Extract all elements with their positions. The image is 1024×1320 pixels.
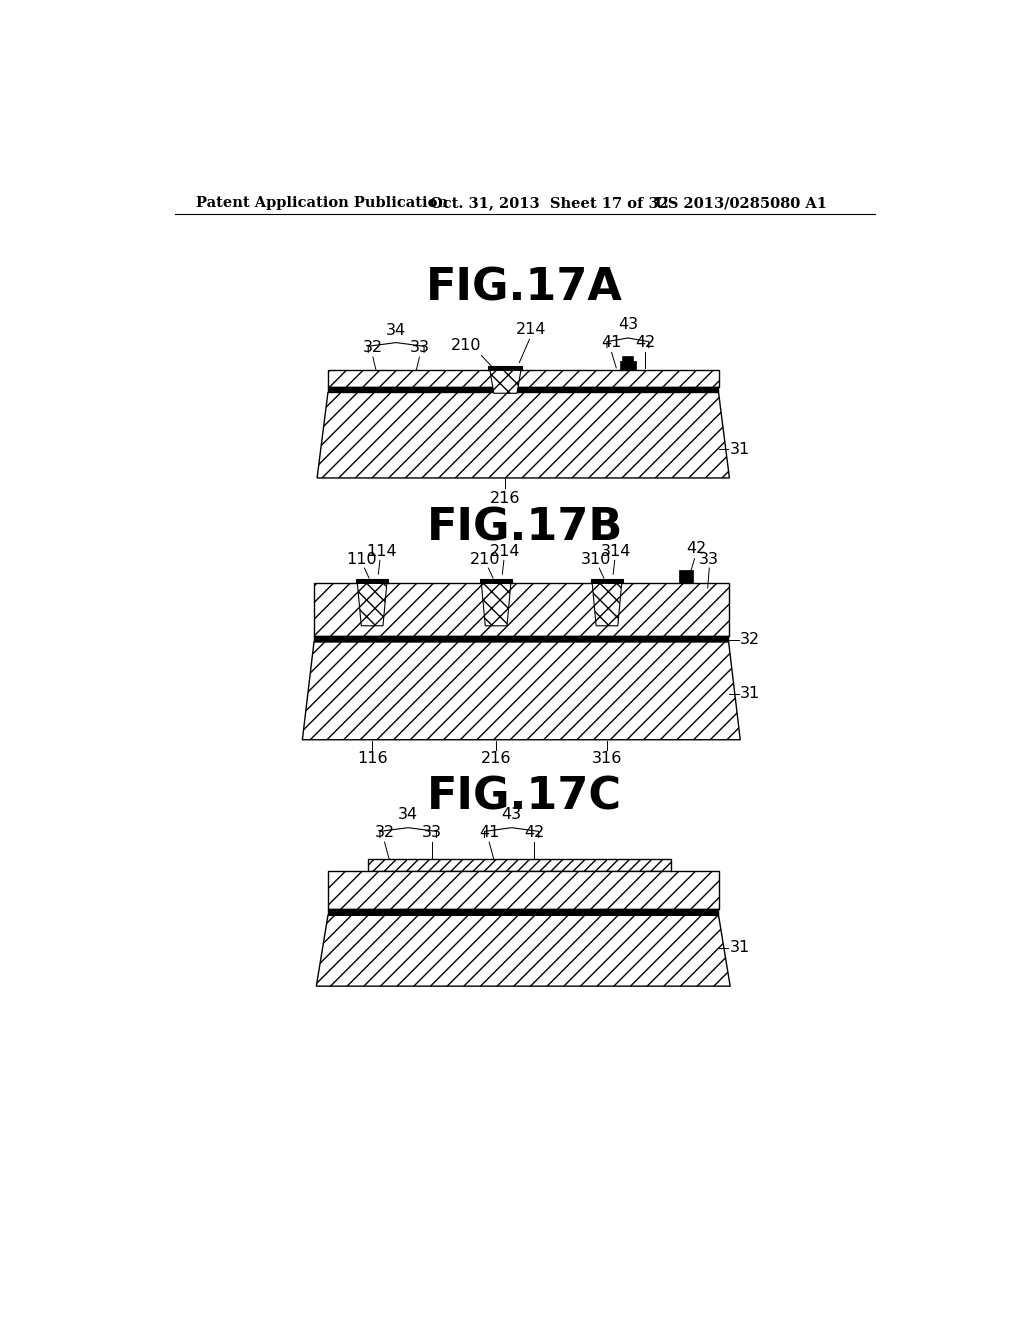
Text: FIG.17A: FIG.17A: [426, 267, 624, 309]
Bar: [621, 360, 636, 370]
Text: 33: 33: [410, 339, 429, 355]
Text: 314: 314: [601, 544, 632, 558]
Bar: [591, 578, 624, 583]
Text: 32: 32: [740, 632, 761, 647]
Text: 31: 31: [740, 686, 761, 701]
Polygon shape: [481, 583, 511, 626]
Text: Oct. 31, 2013  Sheet 17 of 32: Oct. 31, 2013 Sheet 17 of 32: [430, 197, 669, 210]
Text: 214: 214: [516, 322, 546, 337]
Text: FIG.17B: FIG.17B: [427, 507, 623, 549]
Text: 116: 116: [356, 751, 387, 767]
Bar: [328, 387, 719, 392]
Bar: [679, 576, 693, 583]
Polygon shape: [357, 583, 387, 626]
Polygon shape: [592, 583, 622, 626]
Bar: [328, 909, 719, 915]
Polygon shape: [489, 370, 521, 393]
Text: 214: 214: [490, 544, 520, 558]
Text: 42: 42: [687, 541, 707, 556]
Bar: [623, 356, 633, 363]
Polygon shape: [316, 915, 730, 986]
Bar: [480, 578, 512, 583]
Bar: [488, 366, 522, 370]
Text: 42: 42: [524, 825, 544, 840]
Text: 110: 110: [346, 552, 377, 566]
Bar: [369, 859, 671, 871]
Text: 114: 114: [367, 544, 396, 558]
Text: 210: 210: [451, 338, 481, 354]
Text: 210: 210: [470, 552, 501, 566]
Text: Patent Application Publication: Patent Application Publication: [197, 197, 449, 210]
Bar: [328, 370, 719, 387]
Text: 32: 32: [362, 339, 383, 355]
Polygon shape: [317, 392, 729, 478]
Bar: [314, 583, 729, 636]
Text: 41: 41: [479, 825, 500, 840]
Bar: [679, 570, 693, 576]
Bar: [328, 871, 719, 909]
Polygon shape: [302, 642, 740, 739]
Text: 31: 31: [729, 940, 750, 956]
Text: 33: 33: [422, 825, 441, 840]
Text: 43: 43: [502, 807, 521, 822]
Text: 43: 43: [617, 317, 638, 333]
Text: 31: 31: [729, 442, 750, 457]
Text: US 2013/0285080 A1: US 2013/0285080 A1: [655, 197, 827, 210]
Text: 34: 34: [397, 807, 418, 822]
Text: FIG.17C: FIG.17C: [427, 776, 623, 818]
Text: 41: 41: [601, 335, 622, 350]
Text: 33: 33: [699, 552, 719, 566]
Text: 216: 216: [481, 751, 511, 767]
Text: 216: 216: [490, 491, 520, 506]
Text: 34: 34: [386, 323, 407, 338]
Text: 310: 310: [581, 552, 611, 566]
Text: 32: 32: [375, 825, 394, 840]
Bar: [356, 578, 388, 583]
Text: 316: 316: [592, 751, 623, 767]
Bar: [314, 636, 729, 642]
Text: 42: 42: [635, 335, 655, 350]
